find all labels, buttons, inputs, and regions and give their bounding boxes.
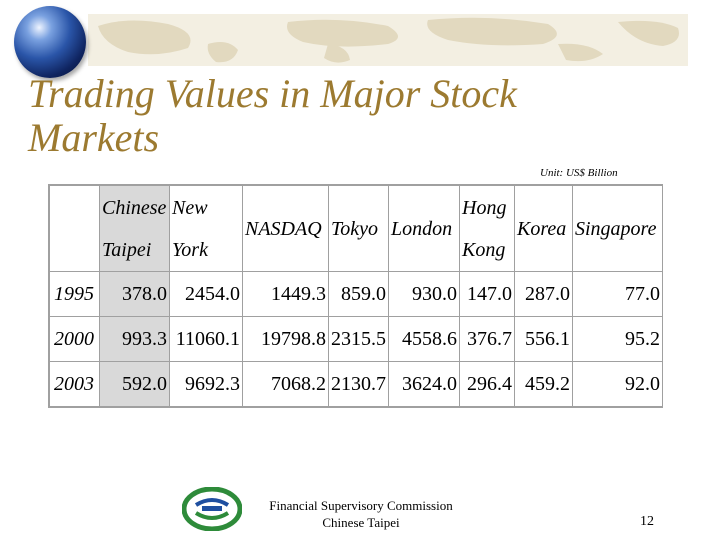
table-row: 2000 993.3 11060.1 19798.8 2315.5 4558.6… <box>49 316 663 362</box>
footer-organization: Financial Supervisory Commission Chinese… <box>256 497 466 531</box>
footer-line-1: Financial Supervisory Commission <box>269 498 453 513</box>
header-cell: London <box>388 185 460 272</box>
year-cell: 1995 <box>49 271 100 317</box>
header-cell: Hong Kong <box>459 185 515 272</box>
header-cell: NASDAQ <box>242 185 329 272</box>
value-cell: 2130.7 <box>328 361 389 407</box>
value-cell: 92.0 <box>572 361 663 407</box>
world-map-banner <box>88 14 688 66</box>
value-cell: 993.3 <box>99 316 170 362</box>
value-cell: 378.0 <box>99 271 170 317</box>
page-number: 12 <box>640 514 654 529</box>
unit-label: Unit: US$ Billion <box>540 167 618 179</box>
value-cell: 859.0 <box>328 271 389 317</box>
value-cell: 9692.3 <box>169 361 243 407</box>
value-cell: 376.7 <box>459 316 515 362</box>
value-cell: 2454.0 <box>169 271 243 317</box>
header-cell: New York <box>169 185 243 272</box>
value-cell: 19798.8 <box>242 316 329 362</box>
value-cell: 296.4 <box>459 361 515 407</box>
value-cell: 147.0 <box>459 271 515 317</box>
table-row: 2003 592.0 9692.3 7068.2 2130.7 3624.0 2… <box>49 361 663 407</box>
header-cell-empty <box>49 185 100 272</box>
value-cell: 459.2 <box>514 361 573 407</box>
world-map-icon <box>98 17 679 63</box>
table-row: 1995 378.0 2454.0 1449.3 859.0 930.0 147… <box>49 271 663 317</box>
value-cell: 592.0 <box>99 361 170 407</box>
value-cell: 7068.2 <box>242 361 329 407</box>
header-cell: Singapore <box>572 185 663 272</box>
footer-line-2: Chinese Taipei <box>322 515 400 530</box>
header-cell: Tokyo <box>328 185 389 272</box>
year-cell: 2003 <box>49 361 100 407</box>
value-cell: 4558.6 <box>388 316 460 362</box>
globe-icon <box>14 6 86 78</box>
year-cell: 2000 <box>49 316 100 362</box>
value-cell: 1449.3 <box>242 271 329 317</box>
value-cell: 930.0 <box>388 271 460 317</box>
fsc-logo-icon <box>181 486 243 532</box>
value-cell: 2315.5 <box>328 316 389 362</box>
header-cell: Korea <box>514 185 573 272</box>
value-cell: 287.0 <box>514 271 573 317</box>
value-cell: 3624.0 <box>388 361 460 407</box>
trading-values-table: Chinese Taipei New York NASDAQ Tokyo Londo… <box>48 184 663 408</box>
value-cell: 77.0 <box>572 271 663 317</box>
slide-title: Trading Values in Major Stock Markets <box>28 71 517 160</box>
value-cell: 95.2 <box>572 316 663 362</box>
value-cell: 556.1 <box>514 316 573 362</box>
value-cell: 11060.1 <box>169 316 243 362</box>
table-header-row: Chinese Taipei New York NASDAQ Tokyo Londo… <box>49 185 663 272</box>
header-cell: Chinese Taipei <box>99 185 170 272</box>
